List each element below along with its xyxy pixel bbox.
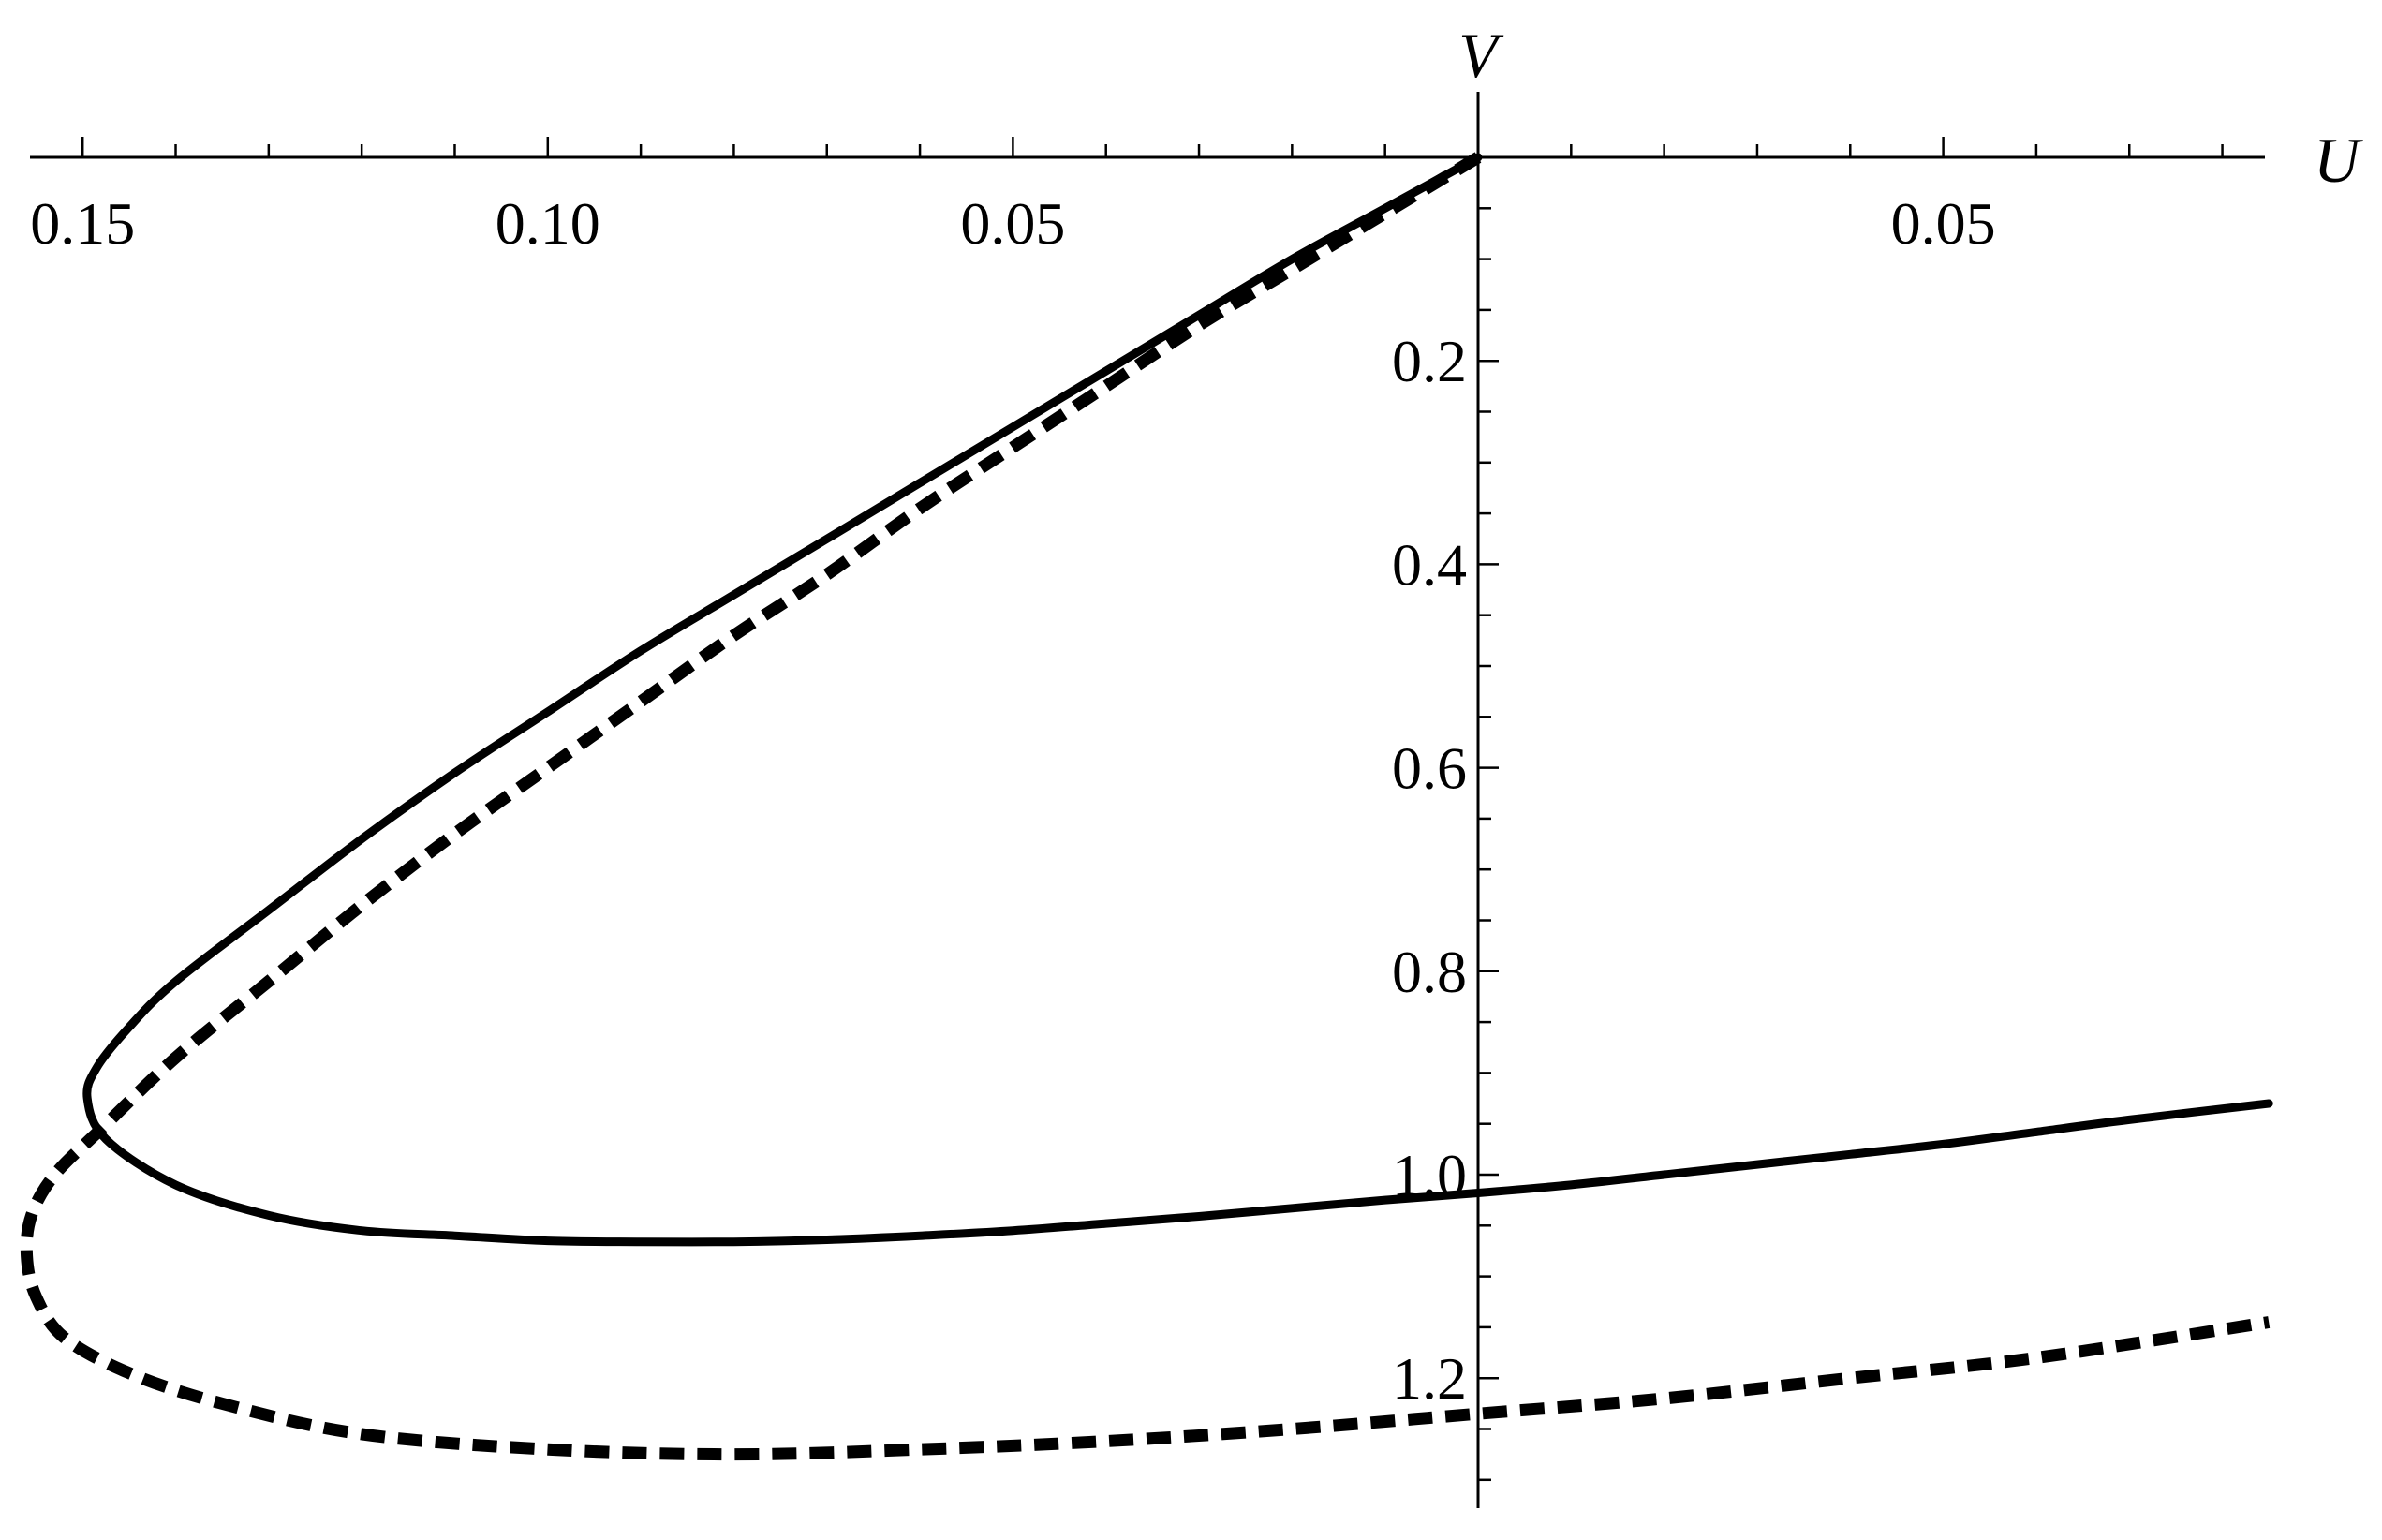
x-axis-label: U	[2314, 125, 2363, 196]
y-tick-label: 1.2	[1392, 1345, 1467, 1412]
x-tick-label: 0.05	[960, 190, 1065, 257]
y-axis-label: V	[1458, 20, 1504, 91]
y-tick-label: 0.2	[1392, 328, 1467, 394]
x-tick-label: 0.15	[30, 190, 135, 257]
y-tick-label: 0.6	[1392, 735, 1467, 802]
axes	[30, 92, 2265, 1508]
labels-group: U V 0.15 0.10 0.05 0.05 0.2 0.4 0.6 0.8 1.0 1.2	[30, 20, 2363, 1412]
x-tick-label: 0.10	[496, 190, 600, 257]
y-tick-label: 1.0	[1392, 1142, 1467, 1208]
x-tick-label: 0.05	[1891, 190, 1996, 257]
y-tick-label: 0.8	[1392, 939, 1467, 1005]
y-tick-label: 0.4	[1392, 531, 1467, 598]
series-group	[20, 152, 2273, 1461]
dashed-series-line	[20, 152, 2271, 1461]
solid-series-line	[82, 153, 2273, 1247]
